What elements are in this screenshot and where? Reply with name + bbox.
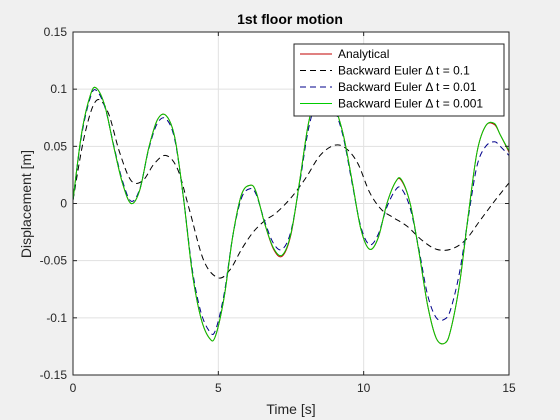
legend: Analytical Backward Euler Δ t = 0.1 Backwa… [293, 43, 505, 117]
x-tick-label: 5 [215, 381, 222, 395]
series-line-be-dt-0-1 [72, 99, 510, 279]
y-tick-label: 0 [60, 197, 67, 211]
y-tick-label: 0.15 [44, 25, 68, 39]
x-tick-label: 10 [357, 381, 371, 395]
legend-label: Backward Euler Δ t = 0.001 [338, 97, 483, 111]
x-axis-label: Time [s] [266, 401, 315, 417]
y-tick-label: 0.05 [44, 139, 68, 153]
y-tick-label: -0.15 [40, 368, 68, 382]
plot-lines [72, 86, 510, 345]
chart-title: 1st floor motion [237, 11, 343, 27]
legend-label: Backward Euler Δ t = 0.01 [338, 80, 477, 94]
x-tick-label: 0 [70, 381, 77, 395]
legend-label: Backward Euler Δ t = 0.1 [338, 64, 470, 78]
x-axis-ticks: 0 5 10 15 [70, 32, 516, 395]
y-tick-label: -0.05 [40, 254, 68, 268]
series-line-be-dt-0-001 [72, 86, 510, 345]
y-axis-ticks: -0.15 -0.1 -0.05 0 0.05 0.1 0.15 [40, 25, 509, 382]
y-tick-label: -0.1 [46, 311, 67, 325]
y-tick-label: 0.1 [50, 82, 67, 96]
legend-label: Analytical [338, 47, 389, 61]
x-tick-label: 15 [502, 381, 516, 395]
y-axis-label: Displacement [m] [18, 150, 34, 258]
